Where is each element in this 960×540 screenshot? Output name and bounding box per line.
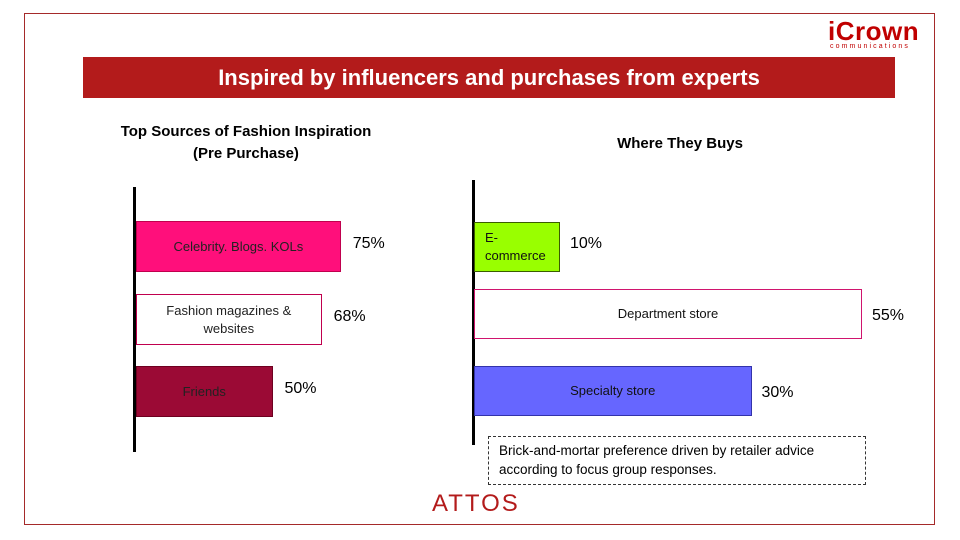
icrown-logo: iCrown communications <box>828 17 928 51</box>
chart-2-value-label-2: 55% <box>872 307 905 324</box>
chart-1-bar-label-1: Celebrity. Blogs. KOLs <box>173 238 304 254</box>
chart-1-value-label-3: 50% <box>284 379 317 397</box>
chart-1-title: Top Sources of Fashion Inspiration (Pre … <box>96 121 396 165</box>
chart-1-bar-label-2: Fashion magazines & websites <box>166 302 292 336</box>
chart-2-value-label-1: 10% <box>570 235 603 252</box>
chart-2-title: Where They Buys <box>530 133 830 155</box>
chart-2-bar-2: Department store <box>474 289 862 339</box>
chart-1-bar-1: Celebrity. Blogs. KOLs <box>136 221 341 272</box>
chart-2-bar-label-1: E-commerce <box>485 230 546 263</box>
chart-1-bar-label-3: Friends <box>182 383 226 399</box>
chart-2-value-label-3: 30% <box>761 384 794 401</box>
chart-1-title-line2: (Pre Purchase) <box>193 145 299 162</box>
chart-1-title-line1: Top Sources of Fashion Inspiration <box>120 123 372 140</box>
chart-1-value-label-2: 68% <box>333 307 366 325</box>
chart-2-axis <box>472 180 475 445</box>
chart-1-bar-3: Friends <box>136 366 273 417</box>
chart-2-bar-label-3: Specialty store <box>570 383 656 398</box>
logo-main-text: iCrown <box>828 16 920 46</box>
chart-2-title-line1: Where They Buys <box>617 135 743 152</box>
chart-1-axis <box>133 187 136 452</box>
chart-2-bar-3: Specialty store <box>474 366 752 416</box>
chart-2-bar-1: E-commerce <box>474 222 560 272</box>
chart-1-value-label-1: 75% <box>352 234 385 252</box>
slide-title-banner: Inspired by influencers and purchases fr… <box>83 57 895 98</box>
chart-2-bar-label-2: Department store <box>617 306 719 321</box>
chart-1-bar-2: Fashion magazines & websites <box>136 294 322 345</box>
attos-footer-logo: ATTOS <box>432 490 520 517</box>
focus-group-note: Brick-and-mortar preference driven by re… <box>488 436 866 485</box>
logo-sub-text: communications <box>830 43 910 50</box>
slide-frame <box>24 13 935 525</box>
